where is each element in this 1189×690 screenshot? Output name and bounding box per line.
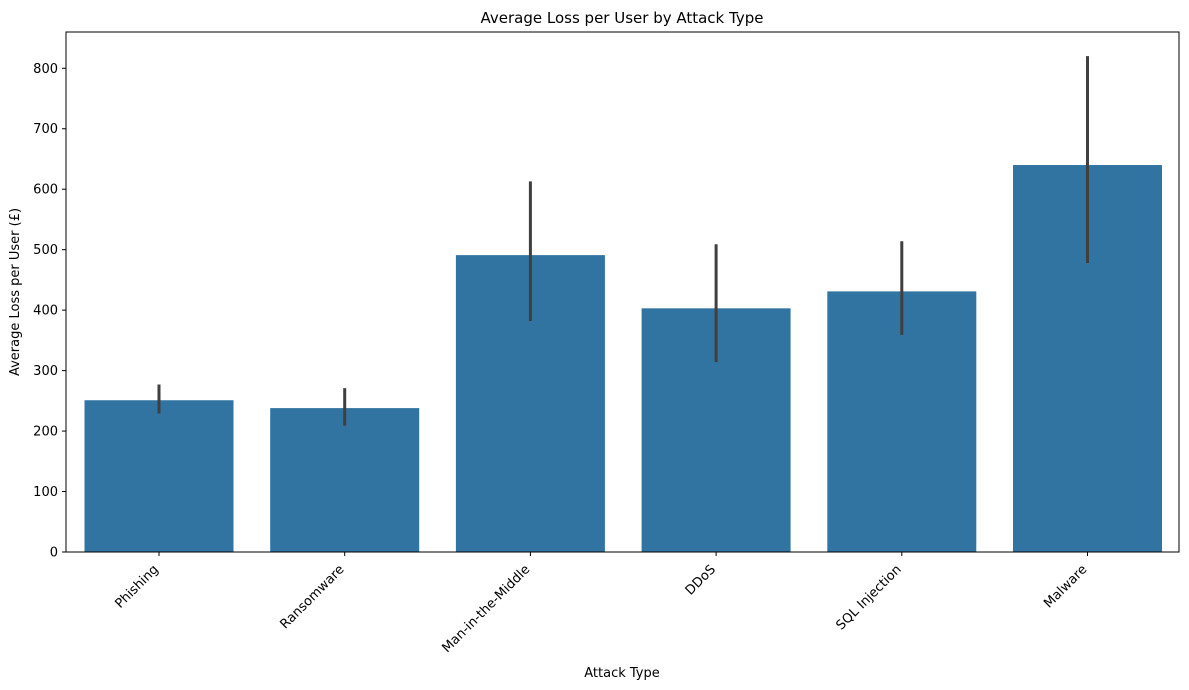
bar <box>84 400 234 552</box>
y-tick-label: 600 <box>33 183 58 198</box>
x-axis-label: Attack Type <box>584 666 660 681</box>
y-tick-label: 700 <box>33 122 58 137</box>
x-axis: Phishing Ransomware Man-in-the-Middle DDoS S… <box>112 552 1090 656</box>
x-tick-label: Ransomware <box>278 562 348 632</box>
y-tick-label: 200 <box>33 425 58 440</box>
x-tick-label: DDoS <box>683 562 719 598</box>
bar <box>270 408 420 552</box>
y-tick-label: 500 <box>33 243 58 258</box>
y-axis: 0 100 200 300 400 500 600 700 800 <box>33 62 66 561</box>
plot-frame <box>65 31 1180 553</box>
x-tick-label: Man-in-the-Middle <box>439 562 533 656</box>
y-tick-label: 0 <box>50 546 58 561</box>
plot-area <box>84 56 1162 552</box>
x-tick-label: Malware <box>1041 562 1090 611</box>
y-axis-label: Average Loss per User (£) <box>8 208 23 376</box>
y-tick-label: 100 <box>33 485 58 500</box>
chart-title: Average Loss per User by Attack Type <box>481 9 764 27</box>
y-tick-label: 800 <box>33 62 58 77</box>
x-tick-label: SQL Injection <box>833 562 904 633</box>
x-tick-label: Phishing <box>112 562 161 611</box>
y-tick-label: 300 <box>33 364 58 379</box>
y-tick-label: 400 <box>33 304 58 319</box>
